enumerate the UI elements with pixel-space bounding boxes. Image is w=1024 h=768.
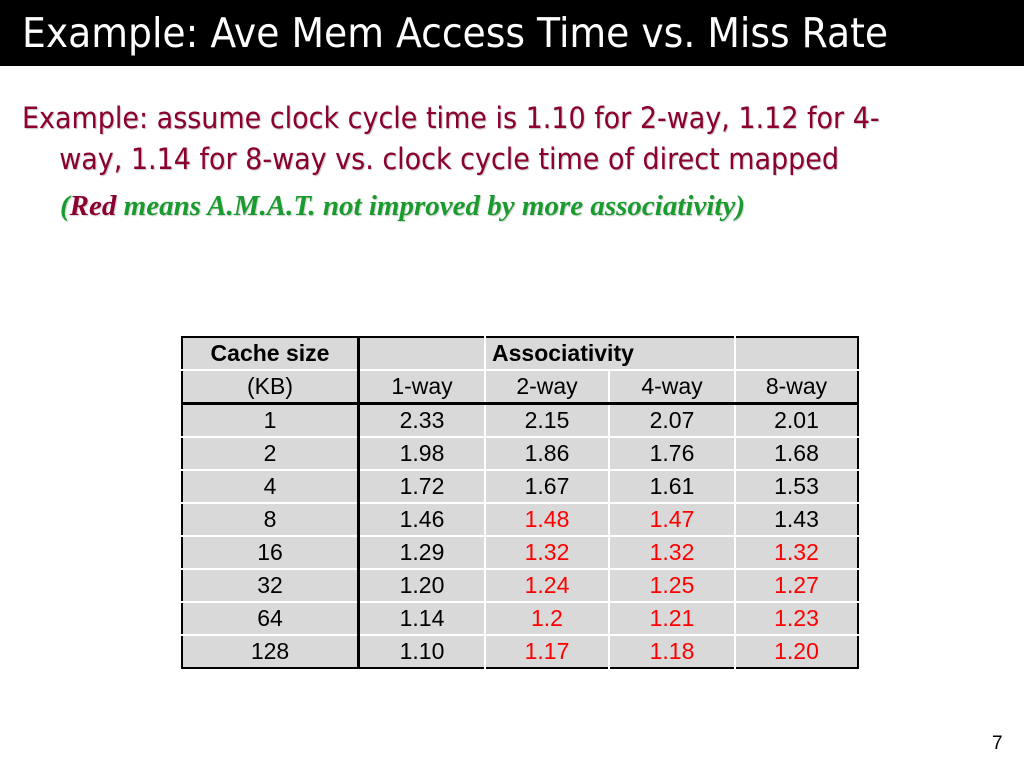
table-header-row-1: Cache size Associativity: [182, 337, 858, 370]
amat-value-cell: 1.25: [608, 568, 735, 602]
note-open-paren: (: [60, 190, 70, 222]
cache-size-cell: 2: [182, 436, 360, 470]
example-line-2: way, 1.14 for 8-way vs. clock cycle time…: [59, 142, 839, 176]
table-row: 2 1.98 1.86 1.76 1.68: [182, 436, 858, 470]
example-description: Example: assume clock cycle time is 1.10…: [22, 98, 1012, 180]
amat-value-cell: 1.46: [357, 502, 485, 536]
table-row: 4 1.72 1.67 1.61 1.53: [182, 469, 858, 503]
cache-size-cell: 128: [182, 634, 360, 668]
amat-value-cell: 1.32: [484, 535, 609, 569]
table-row: 32 1.20 1.24 1.25 1.27: [182, 568, 858, 602]
table-row: 128 1.10 1.17 1.18 1.20: [182, 634, 858, 668]
header-kb: (KB): [182, 369, 360, 405]
amat-table: Cache size Associativity (KB) 1-way 2-wa…: [181, 336, 859, 669]
cache-size-cell: 4: [182, 469, 360, 503]
cache-size-cell: 16: [182, 535, 360, 569]
header-cache-size: Cache size: [182, 337, 360, 370]
table-header-row-2: (KB) 1-way 2-way 4-way 8-way: [182, 369, 858, 405]
header-1-way: 1-way: [357, 369, 485, 405]
amat-value-cell: 1.20: [734, 634, 858, 668]
slide-title: Example: Ave Mem Access Time vs. Miss Ra…: [22, 9, 889, 57]
amat-value-cell: 2.01: [734, 402, 858, 437]
amat-value-cell: 1.32: [734, 535, 858, 569]
amat-value-cell: 1.10: [357, 634, 485, 668]
cache-size-cell: 64: [182, 601, 360, 635]
cache-size-cell: 1: [182, 402, 360, 437]
amat-value-cell: 1.86: [484, 436, 609, 470]
amat-value-cell: 1.20: [357, 568, 485, 602]
amat-value-cell: 2.07: [608, 402, 735, 437]
header-blank-1: [357, 337, 485, 370]
table-row: 8 1.46 1.48 1.47 1.43: [182, 502, 858, 536]
amat-value-cell: 1.53: [734, 469, 858, 503]
header-4-way: 4-way: [608, 369, 735, 405]
amat-value-cell: 1.17: [484, 634, 609, 668]
amat-value-cell: 1.32: [608, 535, 735, 569]
amat-value-cell: 2.33: [357, 402, 485, 437]
amat-value-cell: 1.21: [608, 601, 735, 635]
amat-value-cell: 1.23: [734, 601, 858, 635]
example-line-1: Example: assume clock cycle time is 1.10…: [22, 101, 880, 135]
header-8-way: 8-way: [734, 369, 858, 405]
title-bar: Example: Ave Mem Access Time vs. Miss Ra…: [0, 0, 1024, 66]
page-number: 7: [992, 733, 1003, 754]
amat-value-cell: 1.68: [734, 436, 858, 470]
amat-value-cell: 1.2: [484, 601, 609, 635]
amat-value-cell: 1.47: [608, 502, 735, 536]
amat-value-cell: 1.72: [357, 469, 485, 503]
note-red-word: Red: [69, 190, 117, 222]
amat-value-cell: 1.48: [484, 502, 609, 536]
header-associativity: Associativity: [484, 337, 735, 370]
amat-value-cell: 1.76: [608, 436, 735, 470]
amat-value-cell: 2.15: [484, 402, 609, 437]
table-row: 1 2.33 2.15 2.07 2.01: [182, 402, 858, 437]
amat-value-cell: 1.18: [608, 634, 735, 668]
amat-value-cell: 1.27: [734, 568, 858, 602]
note-rest: means A.M.A.T. not improved by more asso…: [116, 190, 745, 222]
amat-value-cell: 1.14: [357, 601, 485, 635]
amat-value-cell: 1.24: [484, 568, 609, 602]
cache-size-cell: 32: [182, 568, 360, 602]
amat-value-cell: 1.98: [357, 436, 485, 470]
amat-value-cell: 1.67: [484, 469, 609, 503]
table-row: 16 1.29 1.32 1.32 1.32: [182, 535, 858, 569]
table-row: 64 1.14 1.2 1.21 1.23: [182, 601, 858, 635]
cache-size-cell: 8: [182, 502, 360, 536]
associativity-note: (Red means A.M.A.T. not improved by more…: [60, 186, 745, 226]
header-blank-2: [734, 337, 858, 370]
amat-value-cell: 1.43: [734, 502, 858, 536]
amat-value-cell: 1.29: [357, 535, 485, 569]
header-2-way: 2-way: [484, 369, 609, 405]
amat-value-cell: 1.61: [608, 469, 735, 503]
